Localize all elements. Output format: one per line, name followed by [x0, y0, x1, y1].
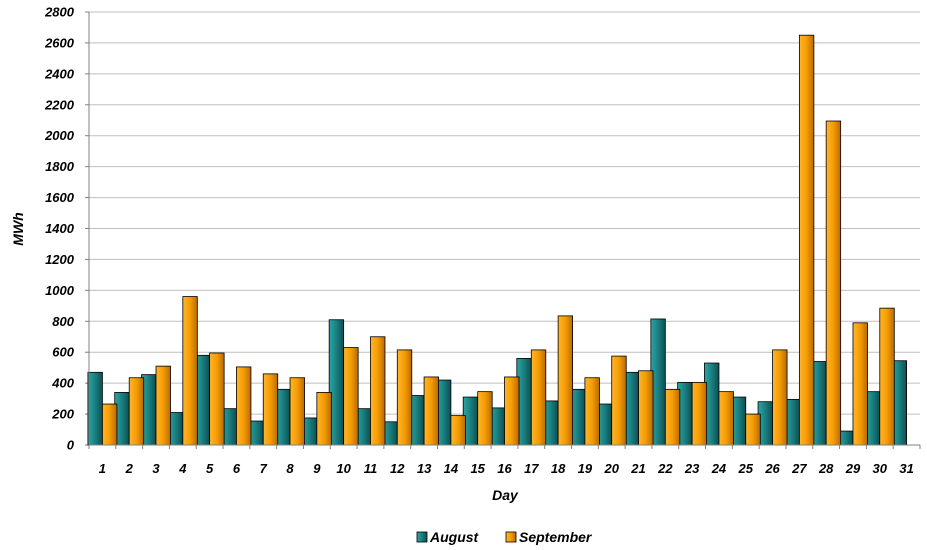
x-tick-label: 23: [684, 461, 700, 476]
x-tick-label: 4: [178, 461, 187, 476]
x-tick-label: 11: [364, 461, 378, 476]
x-tick-label: 7: [260, 461, 268, 476]
y-tick-label: 400: [51, 376, 74, 391]
axes: [88, 12, 920, 446]
bar-september-day-21: [638, 370, 654, 446]
bar-september-day-20: [611, 355, 627, 446]
bars: [87, 34, 907, 446]
bar-september-day-24: [718, 391, 734, 446]
gridlines: [85, 11, 920, 446]
x-tick-label: 8: [286, 461, 294, 476]
bar-september-day-17: [530, 349, 547, 446]
x-tick-label: 10: [336, 461, 351, 476]
bar-september-day-4: [182, 296, 198, 446]
bar-september-day-26: [772, 349, 788, 446]
x-tick-label: 13: [417, 461, 432, 476]
x-tick-label: 17: [524, 461, 539, 476]
bar-september-day-5: [209, 352, 225, 446]
bar-september-day-29: [852, 322, 868, 446]
x-tick-label: 1: [99, 461, 106, 476]
x-tick-label: 9: [313, 461, 321, 476]
bar-september-day-8: [289, 377, 305, 446]
bar-september-day-12: [396, 349, 413, 446]
x-tick-labels: 1 2 3 4 5 6 7 8 9 10 11 12 13 14 15 16 17 18 19 20 21 22 23 24 2…: [88, 445, 921, 476]
x-tick-label: 31: [899, 461, 913, 476]
bar-august-day-1: [87, 371, 103, 446]
bar-september-day-16: [504, 376, 520, 446]
x-tick-label: 21: [630, 461, 645, 476]
y-tick-label: 2600: [44, 35, 75, 50]
bar-september-day-13: [423, 376, 439, 446]
x-axis-title: Day: [492, 487, 519, 503]
legend-swatch-august: [416, 531, 428, 543]
y-axis-title: MWh: [10, 212, 26, 245]
y-tick-label: 200: [51, 407, 74, 422]
y-tick-label: 1200: [45, 252, 75, 267]
y-tick-labels: 0 200 400 600 800 1000 1200 1400 1600 1800 2000 220…: [44, 5, 75, 453]
bar-september-day-3: [155, 365, 171, 446]
x-tick-label: 5: [206, 461, 214, 476]
x-tick-label: 3: [152, 461, 160, 476]
y-tick-label: 2200: [44, 97, 75, 112]
y-tick-label: 1000: [45, 283, 75, 298]
x-tick-label: 30: [873, 461, 888, 476]
bar-september-day-7: [262, 373, 279, 446]
x-tick-label: 19: [578, 461, 593, 476]
x-tick-label: 12: [390, 461, 405, 476]
x-tick-label: 25: [738, 461, 754, 476]
x-tick-label: 2: [125, 461, 134, 476]
bar-september-day-6: [236, 366, 252, 446]
x-tick-label: 29: [845, 461, 861, 476]
x-tick-label: 18: [551, 461, 566, 476]
y-tick-label: 1600: [45, 190, 75, 205]
x-tick-label: 15: [470, 461, 485, 476]
bar-september-day-11: [370, 336, 386, 446]
bar-september-day-15: [477, 391, 493, 446]
bar-september-day-30: [879, 307, 895, 446]
x-tick-label: 22: [657, 461, 673, 476]
bar-september-day-27: [798, 34, 815, 446]
x-tick-label: 16: [497, 461, 512, 476]
legend: August September: [416, 529, 593, 545]
legend-swatch-september: [505, 531, 517, 543]
x-tick-label: 27: [791, 461, 807, 476]
x-tick-label: 6: [233, 461, 241, 476]
x-tick-label: 24: [711, 461, 727, 476]
x-tick-label: 28: [818, 461, 834, 476]
bar-september-day-10: [343, 347, 359, 446]
x-tick-label: 14: [444, 461, 459, 476]
y-tick-label: 0: [67, 438, 75, 453]
bar-september-day-19: [584, 377, 600, 446]
y-tick-label: 2800: [44, 5, 75, 20]
y-tick-label: 800: [52, 314, 74, 329]
y-tick-label: 1400: [45, 221, 75, 236]
bar-september-day-1: [102, 403, 118, 446]
bar-september-day-14: [450, 415, 466, 446]
y-tick-label: 2000: [44, 128, 75, 143]
y-tick-label: 600: [52, 345, 74, 360]
bar-september-day-18: [557, 315, 574, 446]
legend-label-august: August: [429, 529, 480, 545]
bar-september-day-28: [825, 120, 842, 446]
x-tick-label: 26: [764, 461, 780, 476]
bar-september-day-2: [128, 377, 145, 446]
bar-september-day-22: [664, 388, 681, 446]
bar-september-day-23: [691, 381, 708, 446]
bar-september-day-25: [745, 413, 761, 446]
y-tick-label: 1800: [45, 159, 75, 174]
y-tick-label: 2400: [44, 66, 75, 81]
x-tick-label: 20: [603, 461, 619, 476]
legend-label-september: September: [519, 529, 593, 545]
bar-september-day-9: [316, 392, 332, 446]
